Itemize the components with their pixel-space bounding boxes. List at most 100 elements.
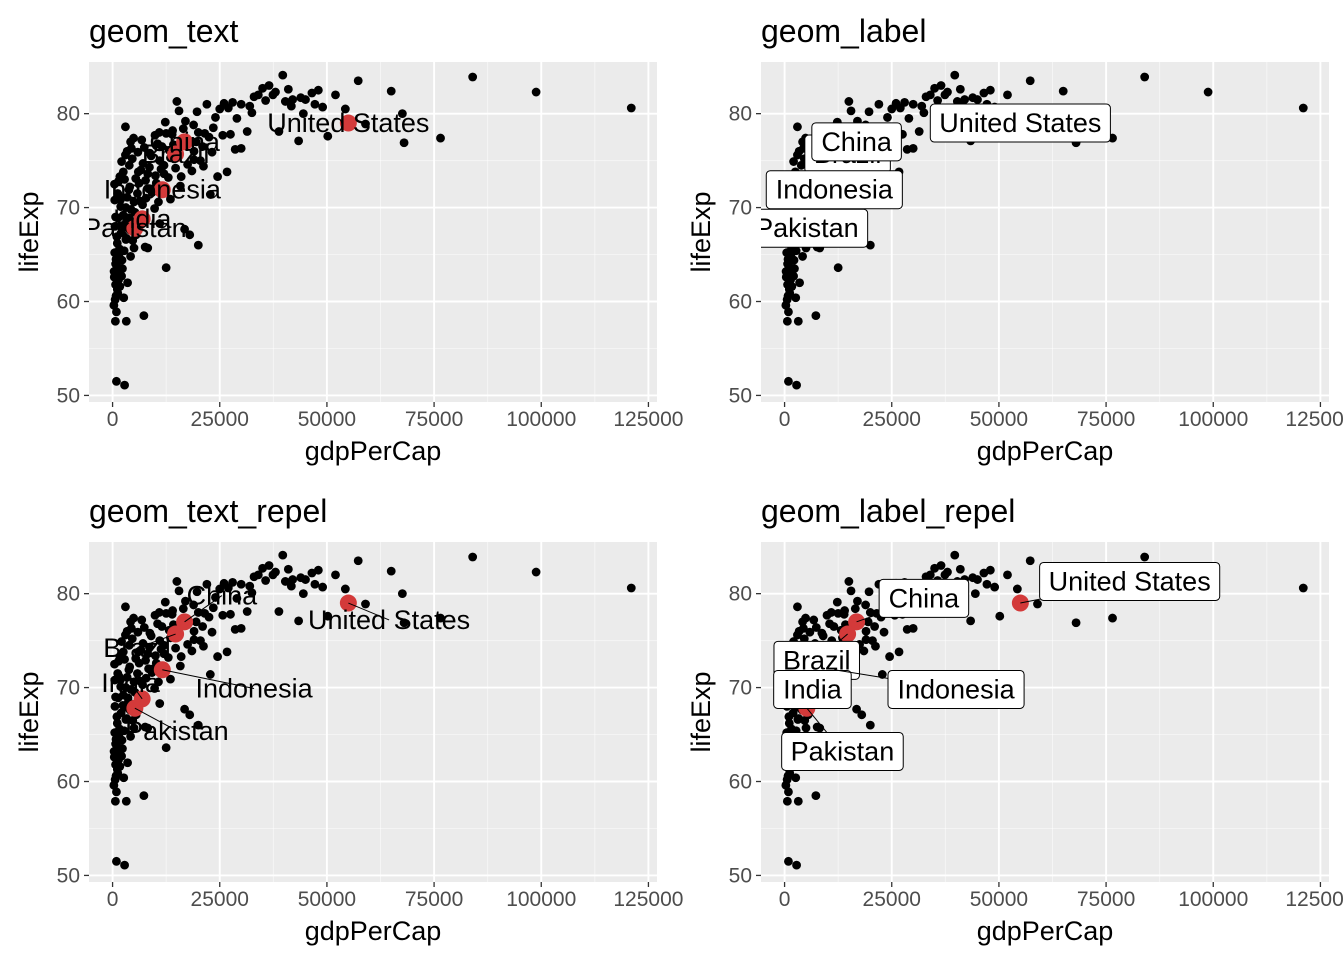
data-point <box>811 311 821 320</box>
data-point <box>278 70 288 80</box>
data-point <box>296 573 306 583</box>
data-point <box>112 718 122 728</box>
data-point <box>399 618 409 628</box>
label-china: China <box>149 127 221 157</box>
data-point <box>180 704 189 714</box>
data-point <box>791 773 801 783</box>
data-point <box>199 161 208 171</box>
label-brazil: Brazil <box>142 139 210 169</box>
data-point <box>353 76 363 86</box>
data-point <box>793 602 802 612</box>
data-point <box>995 611 1005 621</box>
y-tick-label: 80 <box>729 103 752 126</box>
data-point <box>274 607 284 616</box>
data-point <box>211 593 220 602</box>
data-point <box>133 167 143 177</box>
data-point <box>118 647 128 657</box>
label-china: China <box>187 581 259 611</box>
data-point <box>166 194 175 204</box>
data-point <box>133 669 142 678</box>
y-tick-label: 70 <box>729 677 752 700</box>
data-point <box>811 623 821 632</box>
data-point <box>274 127 284 136</box>
data-point <box>789 271 798 281</box>
data-point <box>1108 613 1117 623</box>
data-point <box>181 116 190 126</box>
highlight-point-indonesia <box>153 181 171 199</box>
data-point <box>846 106 856 116</box>
data-point <box>202 99 212 109</box>
label-pakistan: Pakistan <box>83 213 187 243</box>
data-point <box>137 615 147 625</box>
data-point <box>117 157 126 166</box>
data-point <box>198 142 208 151</box>
data-point <box>192 107 202 117</box>
x-tick-label: 50000 <box>298 408 356 431</box>
data-point <box>133 147 143 157</box>
data-point <box>167 129 177 139</box>
data-point <box>902 624 912 634</box>
x-tick-label: 125000 <box>613 408 683 431</box>
data-point <box>159 169 169 179</box>
label-segment-united-states <box>348 602 390 621</box>
data-point <box>181 596 190 606</box>
data-point <box>193 720 203 730</box>
data-point <box>121 203 131 212</box>
data-point <box>436 133 445 143</box>
data-point <box>436 613 445 623</box>
data-point <box>908 99 918 109</box>
data-point <box>887 104 897 114</box>
data-point <box>809 615 819 625</box>
data-point <box>129 723 139 733</box>
data-point <box>861 626 871 636</box>
label-indonesia: Indonesia <box>897 674 1015 704</box>
data-point <box>112 232 122 242</box>
plot-area: China United States Brazil India Indonesia Pa… <box>101 550 636 870</box>
data-point <box>258 563 268 573</box>
data-point <box>166 674 175 684</box>
data-point <box>833 263 843 273</box>
data-point <box>124 640 134 650</box>
data-point <box>318 582 328 592</box>
data-point <box>155 219 165 228</box>
data-point <box>178 124 188 134</box>
data-point <box>176 652 186 661</box>
data-point <box>979 568 989 578</box>
data-point <box>249 572 259 582</box>
data-point <box>189 626 199 636</box>
data-point <box>811 791 821 800</box>
data-point <box>159 649 169 659</box>
label-segment-china <box>184 595 223 623</box>
data-point <box>123 278 132 288</box>
x-tick-label: 50000 <box>298 888 356 911</box>
data-point <box>386 566 396 576</box>
data-point <box>933 96 943 105</box>
data-point <box>222 647 232 657</box>
data-point <box>261 576 271 585</box>
y-axis-title: lifeExp <box>14 671 44 752</box>
data-point <box>167 609 177 619</box>
label-china: China <box>889 583 961 613</box>
data-point <box>129 133 138 143</box>
data-point <box>781 780 791 790</box>
data-point <box>283 84 293 94</box>
data-point <box>298 589 308 599</box>
data-point <box>123 693 133 703</box>
y-tick-label: 80 <box>57 583 80 606</box>
data-point <box>298 109 308 119</box>
data-point <box>787 282 797 291</box>
data-point <box>894 647 904 657</box>
data-point <box>127 154 137 164</box>
label-box-indonesia <box>765 170 903 210</box>
panel-title: geom_text <box>89 13 239 49</box>
label-united-states: United States <box>267 108 429 138</box>
data-point <box>117 271 126 281</box>
data-point <box>110 316 120 326</box>
data-point <box>215 584 225 594</box>
label-pakistan: Pakistan <box>755 213 859 243</box>
data-point <box>185 230 195 240</box>
data-point <box>124 185 134 195</box>
data-point <box>258 83 268 93</box>
data-point <box>122 146 132 156</box>
